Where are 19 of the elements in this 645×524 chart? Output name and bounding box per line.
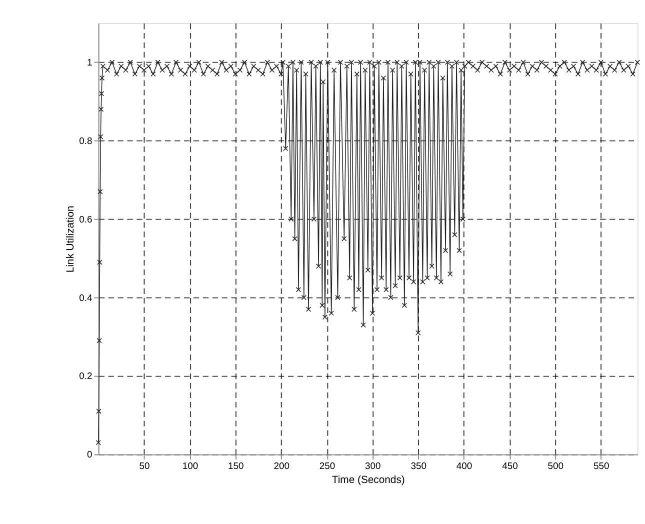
x-tick-label: 200 [274, 460, 290, 472]
x-tick-label: 50 [139, 460, 150, 472]
x-tick-label: 300 [365, 460, 381, 472]
x-tick-label: 250 [319, 460, 336, 472]
x-tick-label: 450 [502, 460, 518, 472]
y-tick-label: 0.2 [79, 371, 92, 382]
x-axis-title: Time (Seconds) [332, 475, 405, 486]
y-tick-label: 1 [86, 58, 92, 69]
y-tick-label: 0.6 [79, 214, 92, 226]
x-tick-label: 550 [593, 460, 610, 472]
x-tick-label: 150 [228, 460, 244, 472]
y-tick-label: 0.4 [79, 292, 92, 304]
x-tick-label: 100 [182, 460, 198, 472]
x-tick-label: 400 [456, 460, 472, 472]
y-axis-title: Link Utilization [65, 205, 76, 273]
y-tick-label: 0 [86, 450, 92, 461]
x-tick-label: 350 [410, 460, 426, 472]
y-tick-label: 0.8 [79, 136, 92, 147]
x-tick-label: 500 [548, 460, 564, 472]
